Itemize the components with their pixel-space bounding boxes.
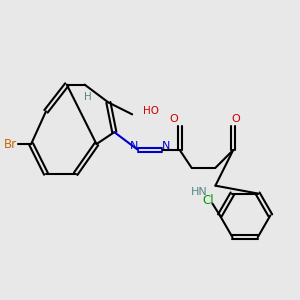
Text: HN: HN [191,187,208,196]
Text: H: H [84,92,92,101]
Text: Cl: Cl [202,194,214,207]
Text: Br: Br [4,138,17,151]
Text: HO: HO [142,106,159,116]
Text: O: O [169,114,178,124]
Text: N: N [130,140,138,151]
Text: N: N [162,140,170,151]
Text: O: O [232,114,241,124]
